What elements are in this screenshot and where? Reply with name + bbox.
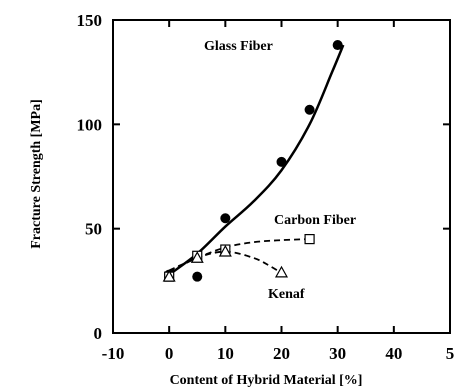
y-tick-label: 50 (85, 220, 102, 239)
series-label-kenaf: Kenaf (268, 287, 305, 302)
marker-glass-fiber (192, 271, 203, 282)
series-label-carbon-fiber: Carbon Fiber (274, 213, 356, 228)
x-tick-label: -10 (102, 344, 125, 363)
x-tick-label: 30 (329, 344, 346, 363)
marker-carbon-fiber (304, 234, 315, 245)
y-tick-label: 150 (77, 11, 103, 30)
x-tick-label: 0 (165, 344, 174, 363)
marker-kenaf (162, 269, 176, 282)
x-axis-title: Content of Hybrid Material [%] (170, 373, 363, 387)
marker-glass-fiber (276, 156, 287, 167)
marker-kenaf (190, 251, 204, 263)
trend-line-carbon-fiber (168, 238, 310, 272)
y-tick-label: 0 (94, 324, 103, 343)
trend-lines (168, 44, 345, 278)
marker-kenaf (274, 265, 289, 278)
trend-line-kenaf (168, 250, 288, 278)
y-axis-ticks: 0 50 100 150 (77, 11, 450, 343)
trend-line-glass-fiber (168, 44, 345, 276)
x-axis-ticks: -10 0 10 20 30 40 5 (102, 20, 454, 363)
series-label-glass-fiber: Glass Fiber (204, 39, 273, 54)
x-tick-label: 20 (273, 344, 290, 363)
y-axis-title: Fracture Strength [MPa] (29, 99, 44, 249)
marker-glass-fiber (220, 213, 231, 224)
x-tick-label: 5 (446, 344, 454, 363)
y-tick-label: 100 (77, 115, 103, 134)
marker-kenaf (218, 244, 232, 257)
data-markers (162, 40, 343, 282)
x-tick-label: 40 (385, 344, 402, 363)
x-tick-label: 10 (217, 344, 234, 363)
marker-glass-fiber (332, 40, 343, 51)
marker-glass-fiber (304, 104, 315, 115)
